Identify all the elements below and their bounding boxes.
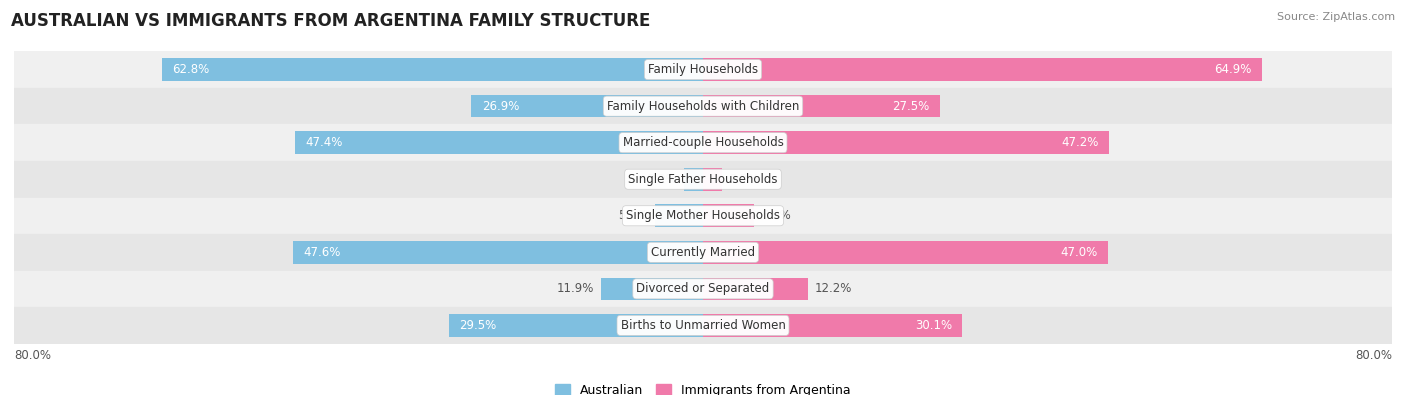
Bar xyxy=(14,124,1392,161)
Text: Divorced or Separated: Divorced or Separated xyxy=(637,282,769,295)
Bar xyxy=(14,88,1392,124)
Bar xyxy=(449,314,703,337)
Bar xyxy=(162,58,703,81)
Bar xyxy=(703,58,1263,81)
Text: Family Households with Children: Family Households with Children xyxy=(607,100,799,113)
Bar xyxy=(703,95,939,117)
Bar xyxy=(292,241,703,263)
Text: Births to Unmarried Women: Births to Unmarried Women xyxy=(620,319,786,332)
Text: 11.9%: 11.9% xyxy=(557,282,593,295)
Text: 64.9%: 64.9% xyxy=(1215,63,1251,76)
Text: Single Father Households: Single Father Households xyxy=(628,173,778,186)
Text: 80.0%: 80.0% xyxy=(14,349,51,362)
Text: 62.8%: 62.8% xyxy=(173,63,209,76)
Bar xyxy=(600,278,703,300)
Text: 29.5%: 29.5% xyxy=(460,319,496,332)
Bar xyxy=(703,278,808,300)
Text: 12.2%: 12.2% xyxy=(815,282,852,295)
Text: 47.2%: 47.2% xyxy=(1062,136,1099,149)
Text: Currently Married: Currently Married xyxy=(651,246,755,259)
Legend: Australian, Immigrants from Argentina: Australian, Immigrants from Argentina xyxy=(550,379,856,395)
Bar xyxy=(14,234,1392,271)
Bar xyxy=(14,198,1392,234)
Text: 27.5%: 27.5% xyxy=(893,100,929,113)
Text: 80.0%: 80.0% xyxy=(1355,349,1392,362)
Bar xyxy=(703,168,721,190)
Text: 2.2%: 2.2% xyxy=(647,173,678,186)
Bar xyxy=(14,161,1392,198)
Bar xyxy=(685,168,703,190)
Text: 47.6%: 47.6% xyxy=(304,246,340,259)
Text: 47.4%: 47.4% xyxy=(305,136,343,149)
Bar xyxy=(14,307,1392,344)
Text: 30.1%: 30.1% xyxy=(915,319,952,332)
Bar xyxy=(703,241,1108,263)
Bar xyxy=(295,132,703,154)
Text: 26.9%: 26.9% xyxy=(482,100,519,113)
Text: Single Mother Households: Single Mother Households xyxy=(626,209,780,222)
Bar xyxy=(655,205,703,227)
Text: Family Households: Family Households xyxy=(648,63,758,76)
Text: Source: ZipAtlas.com: Source: ZipAtlas.com xyxy=(1277,12,1395,22)
Bar xyxy=(14,51,1392,88)
Text: 5.6%: 5.6% xyxy=(619,209,648,222)
Bar xyxy=(703,314,962,337)
Bar xyxy=(471,95,703,117)
Bar xyxy=(14,271,1392,307)
Text: AUSTRALIAN VS IMMIGRANTS FROM ARGENTINA FAMILY STRUCTURE: AUSTRALIAN VS IMMIGRANTS FROM ARGENTINA … xyxy=(11,12,651,30)
Bar xyxy=(703,132,1109,154)
Text: 47.0%: 47.0% xyxy=(1060,246,1098,259)
Text: 5.9%: 5.9% xyxy=(761,209,790,222)
Text: Married-couple Households: Married-couple Households xyxy=(623,136,783,149)
Bar xyxy=(703,205,754,227)
Text: 2.2%: 2.2% xyxy=(728,173,759,186)
